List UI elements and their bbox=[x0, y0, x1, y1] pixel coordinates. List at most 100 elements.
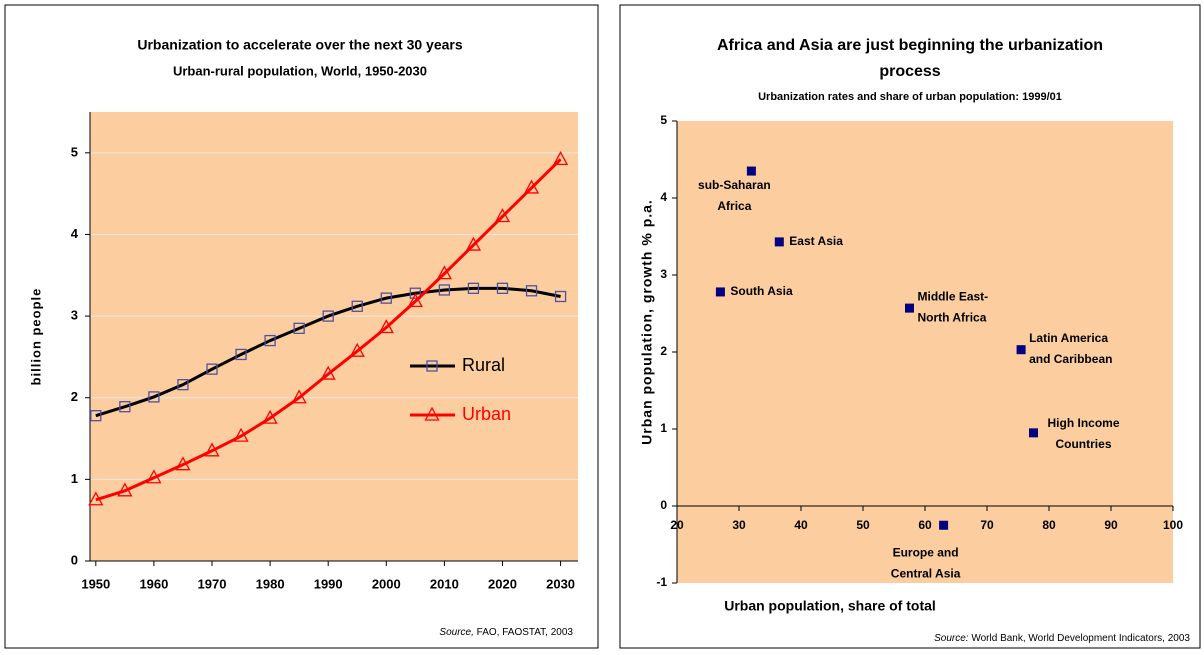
point bbox=[715, 287, 725, 297]
source-text: FAO, FAOSTAT, 2003 bbox=[477, 627, 574, 638]
marker bbox=[349, 342, 365, 357]
x-tick-label: 1960 bbox=[139, 576, 168, 591]
x-tick-label: 50 bbox=[856, 518, 870, 532]
x-tick-label: 1970 bbox=[198, 576, 227, 591]
x-axis-label: Urban population, share of total bbox=[724, 598, 936, 614]
x-tick-label: 2010 bbox=[430, 576, 459, 591]
y-tick-label: 1 bbox=[660, 421, 667, 435]
marker bbox=[233, 427, 249, 442]
x-tick-label: 100 bbox=[1163, 518, 1183, 532]
point-label: and Caribbean bbox=[1029, 352, 1112, 366]
x-tick-label: 40 bbox=[794, 518, 808, 532]
point bbox=[1016, 345, 1026, 355]
marker bbox=[494, 208, 511, 223]
series-line bbox=[95, 158, 562, 502]
marker bbox=[175, 456, 191, 471]
source: Source, FAO, FAOSTAT, 2003 bbox=[439, 627, 573, 638]
point bbox=[939, 520, 949, 530]
point-label: Middle East- bbox=[918, 289, 989, 303]
source: Source: World Bank, World Development In… bbox=[934, 633, 1190, 644]
y-tick-label: 2 bbox=[71, 389, 78, 404]
point bbox=[905, 303, 914, 313]
title: Urbanization to accelerate over the next… bbox=[137, 37, 462, 53]
marker bbox=[496, 282, 509, 294]
marker bbox=[177, 379, 189, 391]
y-tick-label: 5 bbox=[660, 113, 667, 127]
source-text: World Bank, World Development Indicators… bbox=[971, 633, 1190, 644]
y-axis-label: Urban population, growth % p.a. bbox=[639, 199, 655, 445]
subtitle: Urbanization rates and share of urban po… bbox=[758, 91, 1062, 103]
legend-label: Rural bbox=[462, 355, 505, 375]
marker bbox=[322, 310, 334, 322]
subtitle: Urban-rural population, World, 1950-2030 bbox=[173, 63, 427, 78]
legend-label: Urban bbox=[462, 404, 511, 424]
y-tick-label: 4 bbox=[71, 226, 79, 241]
point-label: North Africa bbox=[918, 310, 987, 324]
x-tick-label: 1990 bbox=[314, 576, 343, 591]
marker bbox=[426, 360, 438, 372]
marker bbox=[409, 287, 421, 299]
x-tick-label: 2020 bbox=[488, 576, 517, 591]
point-label: Africa bbox=[717, 199, 751, 213]
x-tick-label: 60 bbox=[918, 518, 932, 532]
marker bbox=[204, 442, 220, 457]
marker bbox=[351, 300, 363, 312]
marker bbox=[117, 482, 133, 497]
point-label: Europe and bbox=[893, 545, 959, 559]
point bbox=[1029, 428, 1038, 438]
y-tick-label: -1 bbox=[656, 575, 667, 589]
x-tick-label: 2030 bbox=[546, 576, 575, 591]
y-tick-label: 4 bbox=[660, 190, 667, 204]
marker bbox=[320, 365, 336, 380]
marker bbox=[206, 363, 218, 375]
marker bbox=[90, 410, 102, 422]
source-label: Source: bbox=[934, 633, 969, 644]
title: Africa and Asia are just beginning the u… bbox=[717, 37, 1103, 54]
marker bbox=[264, 334, 276, 347]
marker bbox=[407, 293, 423, 308]
marker bbox=[380, 292, 392, 304]
point-label: East Asia bbox=[789, 234, 843, 248]
y-tick-label: 2 bbox=[660, 344, 667, 358]
marker bbox=[523, 179, 540, 194]
marker bbox=[438, 284, 451, 296]
y-tick-label: 3 bbox=[71, 308, 78, 323]
y-axis-label: billion people bbox=[28, 288, 43, 386]
point-label: Latin America bbox=[1029, 331, 1108, 345]
marker bbox=[262, 409, 278, 424]
marker bbox=[436, 265, 452, 280]
x-tick-label: 1980 bbox=[256, 576, 285, 591]
x-tick-label: 80 bbox=[1042, 518, 1056, 532]
marker bbox=[291, 389, 307, 404]
marker bbox=[119, 401, 131, 413]
marker bbox=[148, 391, 160, 403]
point-label: South Asia bbox=[730, 284, 793, 298]
source-label: Source, bbox=[439, 627, 473, 638]
series-line bbox=[95, 286, 561, 418]
marker bbox=[552, 150, 569, 165]
x-tick-label: 2000 bbox=[372, 576, 401, 591]
point-label: sub-Saharan bbox=[698, 178, 771, 192]
marker bbox=[424, 406, 440, 421]
plot-area bbox=[90, 112, 578, 561]
x-tick-label: 30 bbox=[732, 518, 746, 532]
marker bbox=[146, 469, 162, 484]
marker bbox=[378, 319, 394, 334]
point-label: Countries bbox=[1055, 437, 1111, 451]
marker bbox=[467, 282, 480, 294]
point-label: High Income bbox=[1047, 416, 1119, 430]
marker bbox=[293, 322, 305, 334]
y-tick-label: 0 bbox=[71, 552, 78, 567]
y-tick-label: 1 bbox=[71, 471, 78, 486]
x-tick-label: 1950 bbox=[81, 576, 110, 591]
marker bbox=[88, 491, 104, 506]
x-tick-label: 70 bbox=[980, 518, 994, 532]
point bbox=[774, 237, 784, 247]
marker bbox=[554, 290, 567, 303]
marker bbox=[235, 348, 247, 361]
y-tick-label: 0 bbox=[660, 498, 667, 512]
marker bbox=[465, 236, 482, 251]
y-tick-label: 3 bbox=[660, 267, 667, 281]
